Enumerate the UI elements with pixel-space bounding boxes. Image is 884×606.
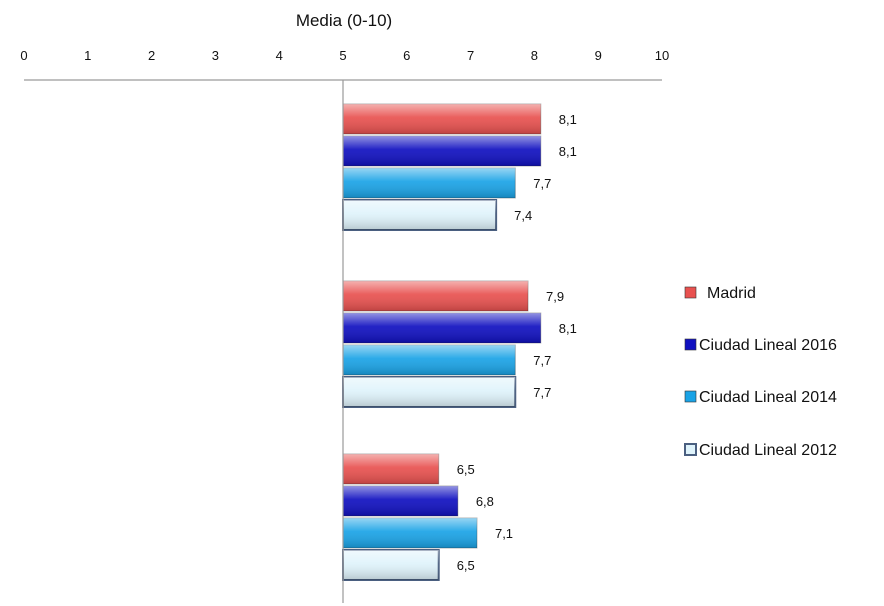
value-label: 6,5 bbox=[457, 462, 475, 477]
bar-shine bbox=[343, 454, 439, 484]
x-tick-label: 2 bbox=[148, 48, 155, 63]
value-label: 7,1 bbox=[495, 526, 513, 541]
value-labels: 8,1 7,9 6,5 8,1 8,1 6,8 7,7 7,7 7,1 7,4 7,7 6,5 bbox=[457, 112, 577, 573]
value-label: 6,8 bbox=[476, 494, 494, 509]
x-axis-title: Media (0-10) bbox=[296, 11, 392, 30]
legend-label: Ciudad Lineal 2014 bbox=[699, 389, 837, 406]
value-label: 7,9 bbox=[546, 289, 564, 304]
bar-shine bbox=[343, 281, 529, 311]
x-tick-label: 3 bbox=[212, 48, 219, 63]
legend-swatch bbox=[684, 338, 697, 351]
value-label: 7,7 bbox=[533, 176, 551, 191]
bar-shine bbox=[343, 313, 541, 343]
bar-shine bbox=[343, 377, 516, 407]
bar-shine bbox=[343, 104, 541, 134]
value-label: 8,1 bbox=[559, 112, 577, 127]
legend-swatch bbox=[684, 390, 697, 403]
legend: Madrid Ciudad Lineal 2016 Ciudad Lineal 20… bbox=[684, 285, 837, 459]
value-label: 7,7 bbox=[533, 353, 551, 368]
x-tick-labels: 0 1 2 3 4 5 6 7 8 9 10 bbox=[20, 48, 669, 63]
bar-shine bbox=[343, 345, 516, 375]
bar-shine bbox=[343, 168, 516, 198]
bar-shine bbox=[343, 518, 477, 548]
bars bbox=[342, 103, 542, 581]
x-tick-label: 5 bbox=[339, 48, 346, 63]
x-tick-label: 7 bbox=[467, 48, 474, 63]
x-tick-label: 1 bbox=[84, 48, 91, 63]
value-label: 8,1 bbox=[559, 321, 577, 336]
legend-label: Madrid bbox=[707, 285, 756, 302]
x-tick-label: 6 bbox=[403, 48, 410, 63]
bar-shine bbox=[343, 486, 458, 516]
value-label: 6,5 bbox=[457, 558, 475, 573]
value-label: 7,4 bbox=[514, 208, 532, 223]
x-tick-label: 10 bbox=[655, 48, 669, 63]
x-tick-label: 0 bbox=[20, 48, 27, 63]
bar-shine bbox=[343, 200, 497, 230]
x-tick-label: 4 bbox=[276, 48, 283, 63]
value-label: 8,1 bbox=[559, 144, 577, 159]
legend-label: Ciudad Lineal 2016 bbox=[699, 337, 837, 354]
legend-label: Ciudad Lineal 2012 bbox=[699, 442, 837, 459]
legend-swatch bbox=[684, 286, 697, 299]
legend-swatch bbox=[684, 443, 697, 456]
value-label: 7,7 bbox=[533, 385, 551, 400]
bar-shine bbox=[343, 136, 541, 166]
bar-shine bbox=[343, 550, 439, 580]
x-tick-label: 9 bbox=[595, 48, 602, 63]
x-tick-label: 8 bbox=[531, 48, 538, 63]
